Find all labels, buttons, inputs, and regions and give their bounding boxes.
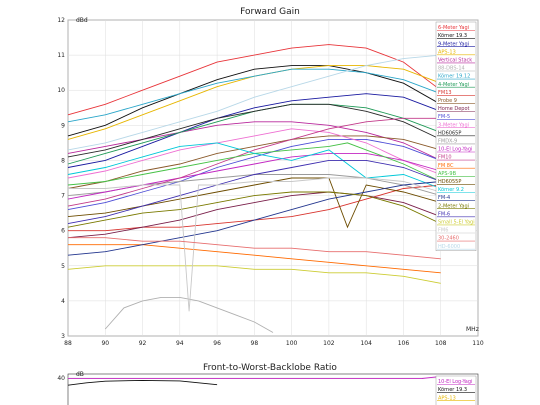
legend-entry-small-5-el-yagi[interactable]: Small 5-El Yagi <box>438 220 475 226</box>
x-tick-label: 90 <box>101 340 109 347</box>
legend-entry-88-dbs-14[interactable]: 88-DBS-14 <box>438 66 465 72</box>
front-to-back-chart: Front-to-Worst-Backlobe Ratio 40 dB 10-E… <box>57 363 479 405</box>
legend-entry-hd-6000[interactable]: HD-6000 <box>438 244 460 250</box>
series-line-30-2460 <box>68 237 441 260</box>
x-tick-label: 102 <box>323 340 335 347</box>
series-line-fm6 <box>68 177 441 312</box>
series-line-3-meter-yagi <box>67 128 441 179</box>
y-tick-label: 12 <box>57 17 65 24</box>
legend-entry-fm-4[interactable]: FM-4 <box>438 195 450 201</box>
legend-entry-fm10[interactable]: FM10 <box>438 155 452 161</box>
legend-entry-aps-13[interactable]: APS-13 <box>438 395 456 401</box>
series-line-home-depot <box>67 191 441 239</box>
series-line-hd6065p <box>67 103 441 158</box>
y-axis-ticks: 3 4 5 6 7 8 9 10 11 12 <box>57 17 65 340</box>
forward-gain-chart: Forward Gain 88 90 92 94 96 98 100 102 104 106 108… <box>57 7 484 347</box>
series-lines <box>67 44 441 333</box>
series-line-fm-4 <box>67 181 441 256</box>
legend-entry-hd6065p[interactable]: HD6065P <box>438 130 461 136</box>
x-tick-label: 88 <box>64 340 72 347</box>
series-line-k-rner-19-3 <box>67 65 441 137</box>
series-line-k-rner-19-12 <box>67 68 441 123</box>
series-line-2-meter-yagi <box>67 191 441 228</box>
legend-entry-fm13[interactable]: FM13 <box>438 90 452 96</box>
legend-entry-aps-13[interactable]: APS-13 <box>438 49 456 55</box>
y-tick-label: 11 <box>57 52 65 59</box>
y-tick-label: 3 <box>61 333 65 340</box>
legend-entry-fm-6[interactable]: FM-6 <box>438 211 450 217</box>
legend-entry-k-rner-19-3[interactable]: Körner 19.3 <box>438 33 467 39</box>
legend-box <box>435 375 477 405</box>
y-tick-label: 5 <box>61 263 65 270</box>
series-line-10-el-log-yagi <box>67 152 441 200</box>
y-tick-label: 8 <box>61 157 65 164</box>
series-line-6-meter-yagi <box>67 44 441 116</box>
series-line-fm-8c <box>68 244 441 274</box>
x-tick-label: 108 <box>435 340 447 347</box>
series-line-88-dbs-14 <box>104 296 274 333</box>
y-tick-label: 6 <box>61 228 65 235</box>
x-tick-label: 106 <box>398 340 410 347</box>
series-line-aps-9b <box>67 142 441 186</box>
legend-entry-probe-9[interactable]: Probe 9 <box>438 98 457 104</box>
legend-entry-10-el-log-yagi[interactable]: 10-El Log-Yagi <box>438 147 472 153</box>
legend-entry-fm-5[interactable]: FM-5 <box>438 114 450 120</box>
legend-entry-fm-8c[interactable]: FM 8C <box>438 163 454 169</box>
series-line-k-rner-19-3 <box>67 379 218 386</box>
legend-entry-k-rner-19-12[interactable]: Körner 19.12 <box>438 74 470 80</box>
series-line-fm-5 <box>67 138 441 211</box>
legend-entry-3-meter-yagi[interactable]: 3-Meter Yagi <box>438 122 469 128</box>
chart-title: Front-to-Worst-Backlobe Ratio <box>203 363 337 373</box>
legend-entry-home-depot[interactable]: Home Depot <box>438 106 470 112</box>
legend-entry-fmdx-9[interactable]: FMDX-9 <box>438 139 457 145</box>
series-line-fm-6 <box>67 159 441 225</box>
legend-entry-vertical-stack[interactable]: Vertical Stack <box>438 58 472 64</box>
series-line-probe-9 <box>67 135 441 189</box>
series-line-hd-6000 <box>67 54 441 151</box>
y-axis-unit: dBd <box>76 17 88 24</box>
y-tick-label: 10 <box>57 87 65 94</box>
x-tick-label: 110 <box>472 340 484 347</box>
y-axis-unit: dB <box>76 371 84 378</box>
series-line-small-5-el-yagi <box>67 265 441 284</box>
x-axis-ticks: 88 90 92 94 96 98 100 102 104 106 108 110 <box>64 340 484 347</box>
legend-entry-9-meter-yagi[interactable]: 9-Meter Yagi <box>438 41 469 47</box>
x-tick-label: 96 <box>213 340 221 347</box>
y-tick-label: 4 <box>61 298 65 305</box>
legend-entry-fm6[interactable]: FM6 <box>438 228 448 234</box>
x-axis-unit: MHz <box>466 326 479 333</box>
legend-entry-hd6055p[interactable]: HD6055P <box>438 179 461 185</box>
series-line-9-meter-yagi <box>67 93 441 168</box>
x-tick-label: 104 <box>360 340 372 347</box>
x-tick-label: 98 <box>251 340 259 347</box>
series-line-k-rner-9-2 <box>67 142 441 189</box>
legend-entry-6-meter-yagi[interactable]: 6-Meter Yagi <box>438 25 469 31</box>
y-axis-ticks: 40 <box>57 375 65 382</box>
y-tick-label: 7 <box>61 193 65 200</box>
legend-entry-aps-9b[interactable]: APS-9B <box>438 171 457 177</box>
legend-entry-10-el-log-yagi[interactable]: 10-El Log-Yagi <box>438 379 472 385</box>
plot-area <box>67 373 479 405</box>
legend-entry-30-2460[interactable]: 30-2460 <box>438 236 459 242</box>
legend-entry-k-rner-19-3[interactable]: Körner 19.3 <box>438 387 467 393</box>
legend-entry-k-rner-9-2[interactable]: Körner 9.2 <box>438 187 464 193</box>
x-tick-label: 94 <box>176 340 184 347</box>
legend-entry-2-meter-yagi[interactable]: 2-Meter Yagi <box>438 203 469 209</box>
legend-entry-4-meter-yagi[interactable]: 4-Meter Yagi <box>438 82 469 88</box>
series-lines <box>67 375 441 386</box>
series-line-vertical-stack <box>67 121 441 161</box>
chart-title: Forward Gain <box>240 7 300 17</box>
series-line-10-el-log-yagi <box>68 375 441 380</box>
legend: 10-El Log-Yagi Körner 19.3 APS-13 <box>435 375 477 405</box>
x-tick-label: 92 <box>139 340 147 347</box>
y-tick-label: 9 <box>61 122 65 129</box>
y-tick-label: 40 <box>57 375 65 382</box>
x-tick-label: 100 <box>286 340 298 347</box>
series-line-fm10 <box>67 117 441 207</box>
legend: 6-Meter Yagi Körner 19.3 9-Meter Yagi APS-1… <box>435 21 477 252</box>
legend-box <box>435 21 477 252</box>
